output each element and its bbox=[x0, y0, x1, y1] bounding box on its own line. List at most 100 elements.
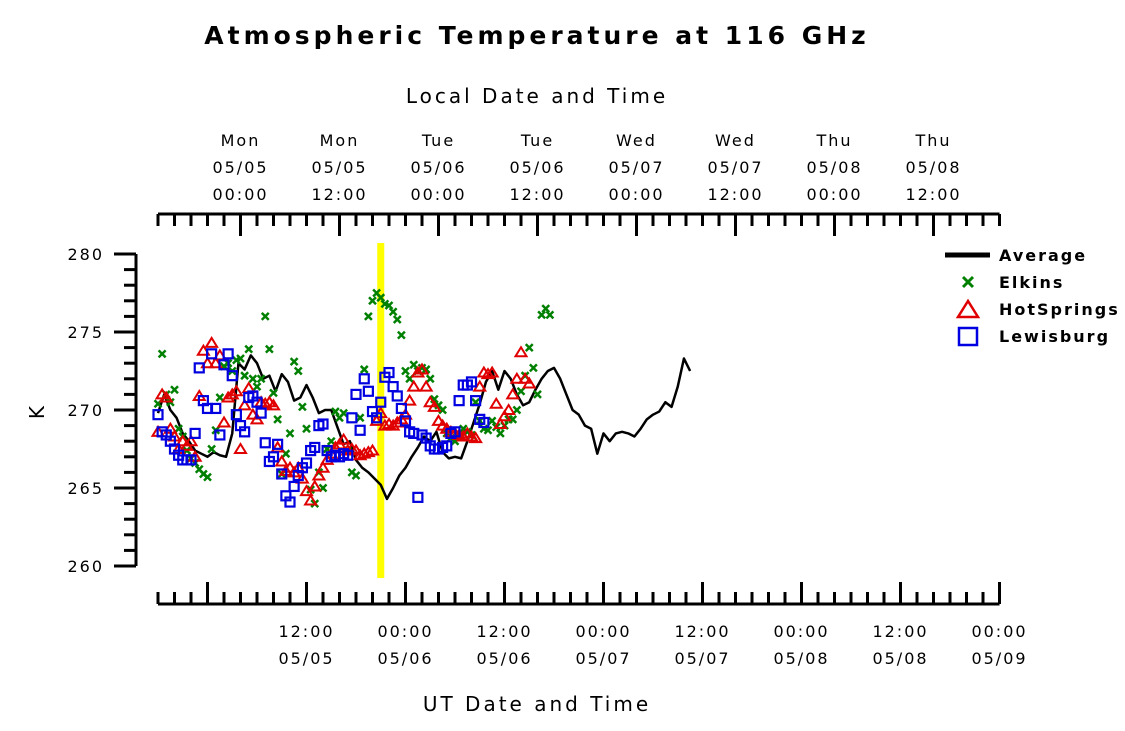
elkins-point bbox=[355, 413, 365, 423]
lewisburg-point bbox=[317, 418, 329, 430]
hotsprings-point bbox=[410, 365, 426, 378]
x-marker-stroke bbox=[545, 310, 555, 320]
top-tick-label: 05/05 bbox=[212, 158, 268, 177]
lewisburg-point bbox=[399, 415, 412, 427]
top-tick-label: Thu bbox=[914, 131, 951, 150]
lewisburg-point bbox=[193, 362, 205, 374]
y-tick-label: 275 bbox=[67, 323, 104, 342]
x-marker-stroke bbox=[512, 405, 522, 415]
x-marker-stroke bbox=[203, 472, 212, 482]
hotsprings-point bbox=[369, 414, 384, 426]
lewisburg-point bbox=[255, 407, 267, 419]
top-tick-label: 12:00 bbox=[311, 185, 367, 204]
elkins-point bbox=[256, 374, 266, 384]
x-marker-stroke bbox=[355, 413, 365, 423]
y-tick-label: 265 bbox=[67, 479, 104, 498]
bottom-tick-label: 05/08 bbox=[872, 649, 928, 668]
x-marker-stroke bbox=[330, 407, 340, 416]
elkins-point bbox=[508, 414, 518, 424]
lewisburg-point bbox=[152, 409, 164, 421]
hotsprings-point bbox=[517, 371, 533, 384]
top-tick-label: Mon bbox=[320, 131, 360, 150]
hotsprings-point bbox=[224, 387, 240, 400]
bottom-tick-label: 05/06 bbox=[476, 649, 532, 668]
x-marker-stroke bbox=[170, 385, 179, 395]
x-marker-stroke bbox=[392, 315, 402, 324]
bottom-axis: 12:00 05/05 00:00 05/06 12:00 05/06 00:00 05/07… bbox=[156, 582, 1026, 668]
bottom-tick-label: 05/08 bbox=[773, 649, 829, 668]
elkins-point bbox=[487, 416, 497, 426]
x-marker-stroke bbox=[215, 393, 225, 402]
top-tick-label: 05/06 bbox=[509, 158, 565, 177]
hotsprings-point bbox=[295, 471, 310, 484]
top-tick-label: Wed bbox=[616, 131, 657, 150]
x-marker-stroke bbox=[281, 449, 291, 459]
x-marker-stroke bbox=[273, 414, 283, 424]
lewisburg-point bbox=[214, 429, 226, 441]
top-tick-label: 12:00 bbox=[509, 185, 565, 204]
elkins-point bbox=[368, 296, 377, 306]
legend-square-swatch bbox=[957, 326, 979, 347]
top-tick-label: 00:00 bbox=[212, 185, 268, 204]
x-marker-stroke bbox=[252, 382, 262, 391]
x-marker-stroke bbox=[396, 330, 406, 340]
bottom-tick-label: 00:00 bbox=[773, 622, 829, 641]
elkins-point bbox=[174, 424, 184, 434]
top-tick-label: Mon bbox=[221, 131, 261, 150]
y-tick-label: 280 bbox=[67, 245, 104, 264]
lewisburg-point bbox=[272, 438, 284, 450]
hotsprings-point bbox=[303, 493, 318, 506]
plot-area bbox=[150, 288, 692, 508]
hotsprings-point bbox=[249, 412, 265, 425]
top-tick-label: 05/08 bbox=[806, 158, 862, 177]
hotsprings-point bbox=[158, 390, 174, 403]
lewisburg-point bbox=[371, 412, 383, 424]
elkins-point bbox=[236, 354, 245, 363]
x-marker-stroke bbox=[240, 371, 250, 381]
lewisburg-point bbox=[465, 376, 478, 388]
average-line bbox=[156, 354, 692, 501]
hotsprings-point bbox=[497, 409, 512, 422]
top-tick-label: 12:00 bbox=[707, 185, 763, 204]
elkins-point bbox=[537, 310, 547, 320]
hotsprings-point bbox=[509, 371, 525, 384]
elkins-point bbox=[269, 388, 278, 398]
lewisburg-series bbox=[152, 348, 490, 508]
lewisburg-point bbox=[284, 496, 296, 508]
hotsprings-point bbox=[488, 396, 504, 409]
hotsprings-point bbox=[266, 398, 281, 411]
x-marker-stroke bbox=[537, 310, 547, 320]
lewisburg-point bbox=[391, 390, 403, 402]
y-tick-label: 270 bbox=[67, 401, 104, 420]
lewisburg-point bbox=[342, 449, 354, 461]
x-marker-stroke bbox=[533, 390, 542, 399]
top-tick-label: Thu bbox=[815, 131, 852, 150]
elkins-point bbox=[409, 360, 419, 370]
elkins-point bbox=[248, 374, 258, 384]
top-tick-label: 05/07 bbox=[707, 158, 763, 177]
top-tick-label: 00:00 bbox=[608, 185, 664, 204]
y-tick-label: 260 bbox=[67, 557, 104, 576]
top-tick-label: 05/08 bbox=[905, 158, 961, 177]
x-marker-stroke bbox=[359, 365, 369, 374]
lewisburg-point bbox=[470, 395, 482, 407]
elkins-point bbox=[330, 407, 340, 416]
hotsprings-point bbox=[480, 367, 496, 380]
y-axis-title: K bbox=[25, 403, 49, 419]
top-tick-label: 05/05 bbox=[311, 158, 367, 177]
hotsprings-point bbox=[402, 393, 417, 406]
x-marker-stroke bbox=[289, 357, 299, 367]
elkins-point bbox=[264, 344, 274, 354]
lewisburg-point bbox=[185, 454, 197, 466]
x-marker-stroke bbox=[363, 312, 373, 321]
x-marker-stroke bbox=[347, 468, 357, 477]
bottom-tick-label: 05/07 bbox=[674, 649, 730, 668]
legend-triangle-swatch bbox=[955, 298, 981, 319]
x-marker-stroke bbox=[285, 429, 295, 438]
top-axis-title: Local Date and Time bbox=[406, 84, 668, 108]
lewisburg-point bbox=[441, 440, 453, 452]
elkins-point bbox=[297, 402, 307, 412]
lewisburg-point bbox=[226, 370, 238, 382]
elkins-point bbox=[533, 390, 542, 399]
x-marker-stroke bbox=[157, 349, 167, 359]
